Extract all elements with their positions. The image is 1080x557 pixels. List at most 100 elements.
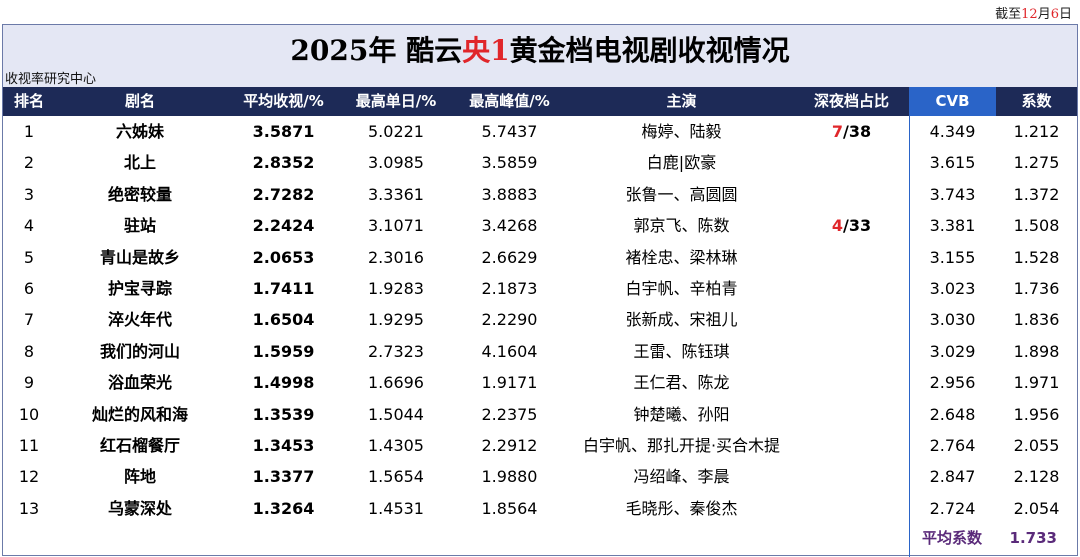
- table-header: 排名 剧名 平均收视/% 最高单日/% 最高峰值/% 主演 深夜档占比 CVB …: [3, 87, 1077, 116]
- table-row: 10 灿烂的风和海 1.3539 1.5044 2.2375 钟楚曦、孙阳 2.648 1.9…: [3, 399, 1077, 430]
- cell-coef: 1.956: [1013, 404, 1060, 424]
- cell-cast: 张新成、宋祖儿: [625, 310, 738, 330]
- subtitle: 收视率研究中心: [5, 72, 97, 87]
- cell-night: [794, 493, 909, 524]
- cell-cvb: 3.023: [929, 278, 976, 298]
- table-row: 13 乌蒙深处 1.3264 1.4531 1.8564 毛晓彤、秦俊杰 2.724 2.05…: [3, 493, 1077, 524]
- night-count: 4: [831, 216, 844, 236]
- cell-avg: 1.3539: [252, 404, 315, 424]
- cell-peak: 2.1873: [481, 278, 538, 298]
- night-total: /33: [843, 216, 872, 236]
- header-rank: 排名: [3, 87, 55, 116]
- cell-cast: 白宇帆、那扎开提·买合木提: [582, 435, 781, 455]
- cell-peak: 2.2375: [481, 404, 538, 424]
- cell-max: 5.0221: [368, 122, 424, 141]
- cell-avg: 2.8352: [252, 153, 315, 173]
- cell-name: 北上: [123, 153, 156, 173]
- date-month: 12: [1021, 7, 1038, 22]
- cell-night: [794, 430, 909, 461]
- cell-night: [794, 273, 909, 304]
- table-row: 4 驻站 2.2424 3.1071 3.4268 郭京飞、陈数 4/33 3.381 1.50…: [3, 210, 1077, 241]
- cell-max: 3.3361: [368, 184, 424, 204]
- cell-cvb: 3.743: [929, 184, 976, 204]
- cell-avg: 1.6504: [252, 310, 315, 330]
- cell-coef: 1.528: [1013, 247, 1060, 267]
- cell-max: 3.0985: [368, 153, 424, 173]
- cell-night: [794, 304, 909, 335]
- cell-coef: 1.372: [1013, 184, 1060, 204]
- cell-peak: 3.8883: [481, 184, 538, 204]
- cell-cast: 王仁君、陈龙: [633, 373, 730, 393]
- cell-avg: 2.7282: [252, 184, 315, 204]
- cell-rank: 2: [23, 153, 35, 173]
- cell-peak: 2.6629: [481, 247, 538, 267]
- cvb-column-divider: [909, 87, 910, 557]
- table-row: 1 六姊妹 3.5871 5.0221 5.7437 梅婷、陆毅 7/38 4.349 1.21…: [3, 116, 1077, 147]
- title-part1: 2025年 酷云: [290, 34, 463, 67]
- cell-coef: 2.054: [1013, 498, 1060, 518]
- title-highlight: 央1: [462, 34, 510, 67]
- table-row: 11 红石榴餐厅 1.3453 1.4305 2.2912 白宇帆、那扎开提·买合木提 2.…: [3, 430, 1077, 461]
- cell-coef: 2.128: [1013, 467, 1060, 487]
- table-row: 2 北上 2.8352 3.0985 3.5859 白鹿|欧豪 3.615 1.275: [3, 147, 1077, 178]
- cell-max: 1.4531: [368, 498, 424, 518]
- title-part2: 黄金档电视剧收视情况: [509, 34, 790, 67]
- cell-rank: 11: [18, 435, 40, 455]
- cell-name: 浴血荣光: [107, 373, 172, 393]
- cell-avg: 1.4998: [252, 373, 315, 393]
- date-day: 6: [1050, 7, 1059, 22]
- cell-avg: 3.5871: [252, 122, 315, 141]
- footer-value: 1.733: [1009, 529, 1057, 547]
- cell-max: 2.7323: [368, 341, 424, 361]
- cell-peak: 5.7437: [481, 122, 538, 141]
- cell-name: 红石榴餐厅: [99, 435, 180, 455]
- cell-cvb: 2.847: [929, 467, 976, 487]
- cell-name: 青山是故乡: [99, 247, 180, 267]
- header-coef: 系数: [996, 87, 1077, 116]
- cell-max: 1.5654: [368, 467, 424, 487]
- cell-cast: 郭京飞、陈数: [633, 216, 730, 236]
- header-max: 最高单日/%: [342, 87, 450, 116]
- page-title: 2025年 酷云央1黄金档电视剧收视情况: [3, 29, 1077, 69]
- date-mid: 月: [1037, 7, 1051, 22]
- cell-max: 1.6696: [368, 373, 424, 393]
- cell-name: 乌蒙深处: [107, 498, 172, 518]
- cell-cvb: 3.030: [929, 310, 976, 330]
- cell-cast: 梅婷、陆毅: [641, 122, 722, 141]
- cell-peak: 1.8564: [481, 498, 538, 518]
- date-prefix: 截至: [995, 7, 1022, 22]
- cell-coef: 1.508: [1013, 216, 1060, 236]
- cell-max: 1.4305: [368, 435, 424, 455]
- cell-night: 4/33: [794, 210, 909, 241]
- date-suffix: 日: [1058, 7, 1072, 22]
- cell-cast: 褚栓忠、梁林琳: [625, 247, 738, 267]
- cell-coef: 1.212: [1013, 122, 1060, 141]
- header-cvb: CVB: [909, 87, 996, 116]
- cell-rank: 7: [23, 310, 35, 330]
- header-name: 剧名: [55, 87, 225, 116]
- cell-rank: 13: [18, 498, 40, 518]
- cell-name: 护宝寻踪: [107, 278, 172, 298]
- cell-night: [794, 336, 909, 367]
- header-cast: 主演: [569, 87, 794, 116]
- cell-cast: 王雷、陈钰琪: [633, 341, 730, 361]
- cell-max: 3.1071: [368, 216, 424, 236]
- date-note: 截至12月6日: [995, 3, 1072, 22]
- cell-avg: 2.0653: [252, 247, 315, 267]
- cell-avg: 1.3377: [252, 467, 315, 487]
- cell-night: [794, 461, 909, 492]
- cell-cvb: 3.155: [929, 247, 976, 267]
- cell-name: 阵地: [123, 467, 156, 487]
- cell-peak: 3.4268: [481, 216, 538, 236]
- cell-night: [794, 399, 909, 430]
- cell-rank: 3: [23, 184, 35, 204]
- cell-cast: 冯绍峰、李晨: [633, 467, 730, 487]
- cell-name: 驻站: [123, 216, 156, 236]
- cell-name: 绝密较量: [107, 184, 172, 204]
- cell-coef: 2.055: [1013, 435, 1060, 455]
- night-total: /38: [843, 122, 872, 141]
- cell-name: 淬火年代: [107, 310, 172, 330]
- night-count: 7: [831, 122, 844, 141]
- cell-night: [794, 179, 909, 210]
- cell-peak: 1.9171: [481, 373, 538, 393]
